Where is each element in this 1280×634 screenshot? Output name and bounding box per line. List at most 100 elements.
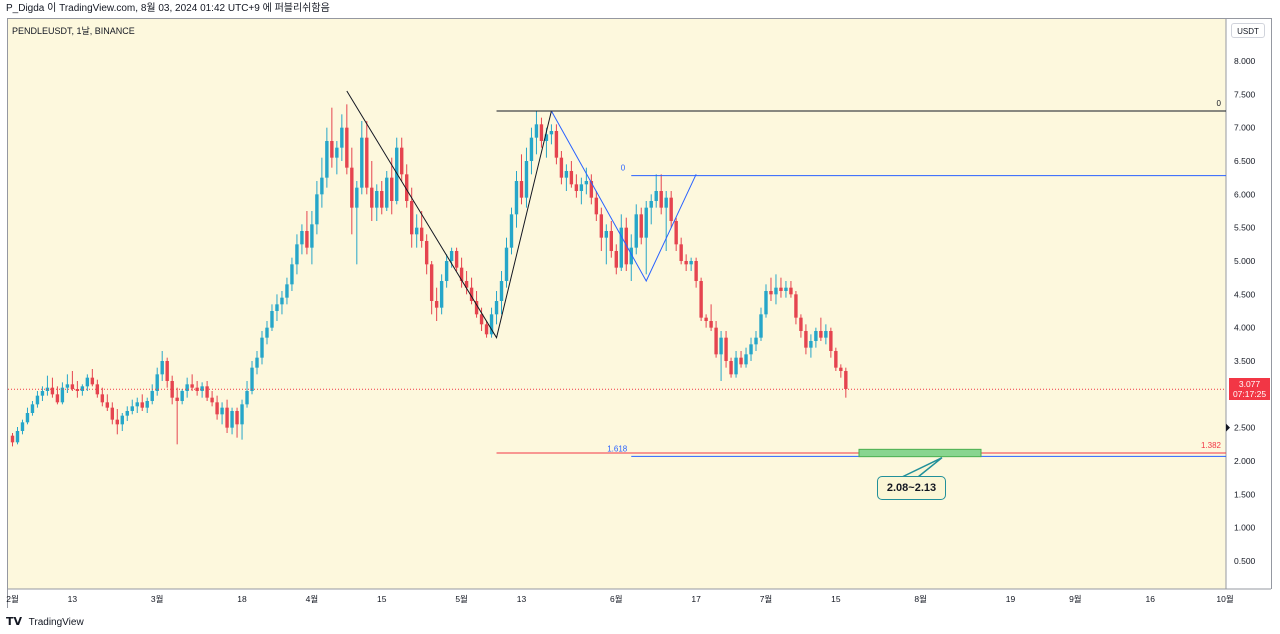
candle-body — [200, 386, 204, 391]
candle-body — [90, 377, 95, 385]
candle-body — [105, 402, 110, 408]
candle-body — [709, 321, 713, 328]
candle-body — [819, 331, 823, 338]
candle-body — [514, 181, 519, 215]
candle-body — [459, 267, 464, 281]
candle-body — [759, 314, 763, 338]
candle-body — [619, 227, 623, 268]
candle-body — [265, 327, 269, 338]
candle-body — [554, 131, 559, 158]
candle-body — [724, 337, 728, 361]
candle-body — [749, 344, 753, 355]
candle-body — [774, 287, 778, 295]
candle-body — [769, 291, 773, 295]
plot-area[interactable] — [8, 19, 1226, 589]
candle-body — [110, 407, 114, 420]
candle-body — [140, 402, 144, 408]
fib-level-label: 0 — [1217, 99, 1222, 108]
y-tick-label: 5.500 — [1234, 223, 1256, 233]
candle-body — [784, 287, 788, 291]
candle-body — [804, 331, 808, 348]
candle-body — [799, 317, 803, 331]
candle-body — [454, 251, 459, 268]
x-tick-label: 13 — [517, 594, 527, 604]
symbol-label[interactable]: PENDLEUSDT, 1날, BINANCE — [12, 26, 135, 36]
candle-body — [734, 357, 738, 375]
y-tick-label: 4.500 — [1234, 289, 1256, 299]
candles — [10, 104, 848, 447]
candle-body — [479, 314, 484, 325]
candle-body — [210, 397, 214, 403]
axis-marker-icon — [1226, 423, 1230, 432]
candle-body — [739, 357, 743, 365]
candle-body — [489, 314, 494, 335]
candle-body — [669, 197, 673, 221]
candle-body — [95, 384, 100, 395]
swing-line-black[interactable] — [346, 90, 552, 339]
candle-body — [315, 194, 319, 225]
fib-level-label: 1.382 — [1201, 441, 1222, 450]
candle-body — [654, 191, 658, 201]
y-tick-label: 1.500 — [1234, 489, 1256, 499]
x-tick-label: 19 — [1006, 594, 1016, 604]
candle-body — [764, 291, 768, 315]
candle-body — [185, 384, 189, 391]
candle-body — [544, 134, 549, 141]
candle-body — [674, 221, 678, 245]
candle-body — [160, 361, 164, 375]
candle-body — [145, 401, 149, 408]
candle-body — [205, 386, 209, 398]
candle-body — [150, 391, 154, 401]
candle-body — [754, 337, 758, 345]
target-zone-box[interactable] — [858, 448, 982, 458]
candle-body — [310, 224, 314, 248]
candle-body — [70, 384, 75, 389]
fib-level-label: 1.618 — [607, 444, 628, 453]
candle-body — [719, 337, 723, 355]
footer-brand: TradingView — [28, 617, 84, 628]
candle-body — [390, 177, 394, 201]
x-tick-label: 13 — [68, 594, 78, 604]
candle-body — [305, 231, 309, 248]
y-tick-label: 3.500 — [1234, 356, 1256, 366]
candle-body — [405, 174, 409, 201]
candle-body — [689, 261, 693, 265]
swing-line-blue[interactable] — [550, 110, 697, 283]
candle-body — [579, 184, 584, 191]
x-tick-label: 17 — [691, 594, 701, 604]
time-axis[interactable] — [8, 589, 1272, 608]
candle-body — [350, 167, 354, 208]
x-tick-label: 18 — [237, 594, 247, 604]
candle-body — [444, 261, 449, 281]
candle-body — [524, 161, 529, 198]
candle-body — [345, 127, 349, 168]
candle-body — [235, 411, 239, 425]
candle-body — [484, 324, 489, 335]
candle-body — [360, 137, 364, 188]
candle-body — [434, 301, 439, 308]
candle-body — [85, 377, 90, 387]
y-tick-label: 7.500 — [1234, 89, 1256, 99]
candle-body — [539, 124, 544, 141]
candle-body — [395, 147, 399, 201]
y-tick-label: 8.000 — [1234, 56, 1256, 66]
candle-body — [464, 281, 469, 288]
candle-body — [355, 187, 359, 208]
y-tick-label: 1.000 — [1234, 523, 1256, 533]
candle-body — [659, 191, 663, 208]
candle-body — [509, 214, 514, 248]
y-tick-label: 6.000 — [1234, 189, 1256, 199]
price-axis[interactable] — [1226, 19, 1271, 589]
candle-body — [25, 413, 30, 423]
candle-body — [414, 227, 419, 235]
candle-body — [519, 181, 524, 198]
candle-body — [494, 301, 499, 315]
candle-body — [684, 261, 688, 265]
y-tick-label: 6.500 — [1234, 156, 1256, 166]
candle-body — [499, 281, 504, 301]
candle-body — [40, 391, 45, 396]
candle-body — [380, 191, 384, 208]
candle-body — [280, 297, 284, 305]
currency-selector[interactable]: USDT — [1231, 23, 1265, 38]
